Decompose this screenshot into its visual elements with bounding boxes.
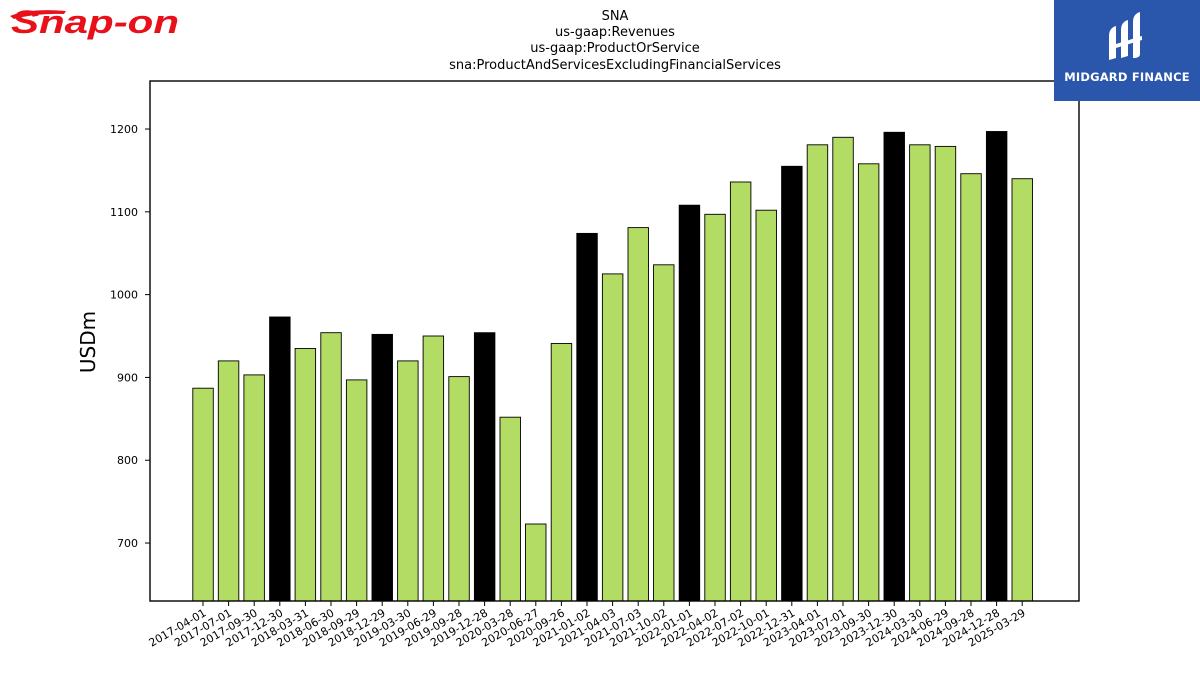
bar-2017-12-30: [269, 316, 291, 602]
bar-2019-09-28: [448, 376, 470, 602]
bar-2024-06-29: [934, 145, 957, 602]
x-ticks-group: 2017-04-012017-07-012017-09-302017-12-30…: [147, 601, 1028, 650]
bar-2022-01-01: [678, 204, 701, 602]
bar-2025-03-29: [1011, 178, 1033, 602]
logo-swoosh: [10, 10, 66, 19]
bar-2017-04-01: [192, 387, 214, 602]
bar-2021-04-03: [601, 273, 624, 602]
midgard-mark-icon: [1109, 12, 1142, 60]
bar-2024-09-28: [960, 173, 982, 602]
bar-2022-04-02: [704, 213, 726, 602]
chart-title-line-2: us-gaap:Revenues: [555, 25, 675, 40]
bar-2022-07-02: [729, 181, 752, 602]
bar-2022-12-31: [781, 165, 803, 602]
bar-2018-09-29: [345, 379, 368, 602]
bar-2020-09-26: [550, 343, 573, 602]
bar-2024-12-28: [985, 131, 1008, 602]
y-tick-label: 900: [117, 371, 138, 384]
bar-2018-03-31: [294, 348, 317, 602]
bar-2019-12-28: [473, 332, 496, 602]
chart-title-line-4: sna:ProductAndServicesExcludingFinancial…: [449, 58, 781, 73]
bar-2018-12-29: [371, 333, 393, 602]
bar-2023-12-30: [883, 131, 905, 602]
y-tick-label: 700: [117, 537, 138, 550]
chart-title-line-3: us-gaap:ProductOrService: [530, 41, 700, 56]
y-axis-label: USDm: [76, 311, 100, 373]
bar-2023-04-01: [806, 144, 829, 602]
bar-2023-07-01: [832, 136, 854, 602]
bar-2019-06-29: [422, 335, 445, 602]
bar-2017-09-30: [243, 374, 265, 602]
bar-2020-06-27: [525, 523, 547, 602]
y-tick-label: 1000: [110, 289, 138, 302]
bar-2021-10-02: [653, 264, 675, 602]
chart-title-line-1: SNA: [602, 9, 629, 24]
bar-2024-03-30: [909, 144, 931, 602]
bar-2019-03-30: [397, 360, 419, 602]
bar-2018-06-30: [320, 332, 342, 602]
bar-2021-07-03: [627, 227, 649, 602]
logo-wordmark: Snap-on: [11, 4, 179, 40]
y-tick-label: 800: [117, 454, 138, 467]
midgard-finance-logo: MIDGARD FINANCE: [1054, 0, 1200, 101]
snap-on-logo: Snap-on: [8, 2, 183, 42]
y-tick-label: 1200: [110, 123, 138, 136]
bar-2017-07-01: [217, 360, 240, 602]
bar-2020-03-28: [499, 416, 521, 602]
y-tick-label: 1100: [110, 206, 138, 219]
plot-frame: [149, 80, 1080, 602]
bar-2023-09-30: [857, 163, 880, 602]
midgard-finance-text: MIDGARD FINANCE: [1064, 70, 1190, 84]
bar-2021-01-02: [576, 232, 598, 602]
y-ticks-group: 700 800 900 1000 1100 1200: [110, 123, 150, 550]
bars-group: [192, 131, 1033, 602]
bar-2022-10-01: [755, 209, 777, 602]
